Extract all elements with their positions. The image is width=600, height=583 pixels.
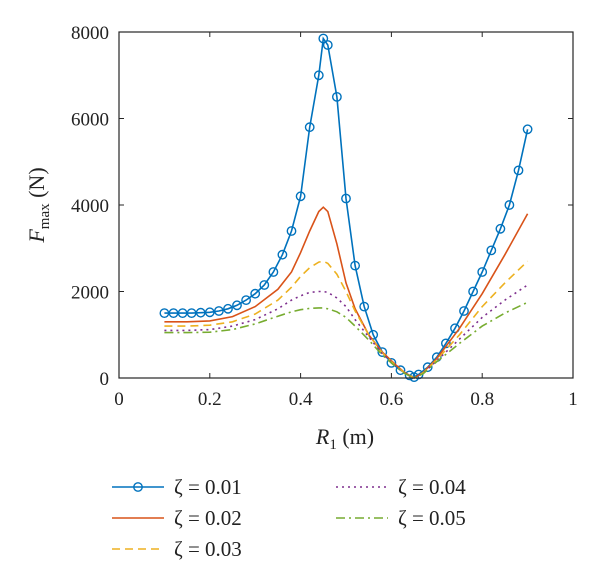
- data-point: [504, 200, 515, 210]
- y-axis-label-sub: max: [37, 203, 53, 229]
- data-point: [395, 365, 406, 376]
- x-axis-label-unit: (m): [337, 424, 374, 449]
- data-point: [168, 308, 179, 318]
- legend-label: ζ = 0.04: [398, 475, 466, 499]
- data-point: [195, 307, 206, 318]
- data-point: [204, 307, 215, 318]
- data-point: [377, 347, 388, 357]
- x-axis-label: R1 (m): [315, 424, 374, 453]
- legend-item-5: ζ = 0.05: [336, 506, 466, 530]
- data-point: [250, 288, 261, 299]
- data-point: [318, 33, 329, 44]
- y-axis-label-unit: (N): [24, 167, 49, 203]
- data-point: [186, 308, 197, 318]
- legend-item-2: ζ = 0.02: [112, 506, 242, 530]
- x-tick-label: 1: [568, 389, 578, 410]
- data-point: [359, 301, 370, 312]
- y-axis-label: Fmax (N): [24, 167, 53, 243]
- series-4: [164, 284, 529, 379]
- data-point: [459, 306, 469, 316]
- data-point: [522, 124, 533, 135]
- data-point: [341, 193, 351, 204]
- data-point: [268, 267, 279, 277]
- y-tick-label: 4000: [71, 196, 109, 217]
- y-tick-label: 6000: [71, 110, 109, 131]
- legend-marker: [133, 482, 143, 492]
- y-axis-label-var: F: [24, 229, 49, 244]
- data-point: [232, 300, 242, 311]
- legend: ζ = 0.01 ζ = 0.02 ζ = 0.03 ζ = 0.04 ζ = 0.05: [112, 475, 466, 561]
- legend-label: ζ = 0.01: [174, 475, 242, 499]
- data-point: [495, 223, 506, 234]
- plot-area: [159, 33, 533, 382]
- series-line-2: [164, 206, 529, 379]
- data-point: [322, 40, 333, 50]
- series-1: [159, 33, 533, 382]
- data-point: [477, 267, 488, 277]
- legend-label: ζ = 0.02: [174, 506, 242, 530]
- x-tick-label: 0.6: [380, 389, 404, 410]
- data-point: [313, 70, 324, 81]
- series-line-5: [164, 301, 528, 379]
- series-line-4: [164, 284, 529, 379]
- x-axis-label-var: R: [315, 424, 330, 449]
- y-tick-label: 2000: [71, 283, 109, 304]
- legend-label: ζ = 0.05: [398, 506, 466, 530]
- series-3: [164, 260, 529, 379]
- series-5: [164, 301, 528, 379]
- data-point: [350, 260, 360, 271]
- legend-item-1: ζ = 0.01: [112, 475, 242, 499]
- data-point: [513, 165, 524, 176]
- data-point: [277, 249, 288, 260]
- y-tick-label: 0: [100, 369, 110, 390]
- x-tick-label: 0.8: [470, 389, 494, 410]
- series-line-3: [164, 260, 529, 379]
- data-point: [386, 357, 397, 368]
- data-point: [159, 308, 170, 318]
- x-tick-label: 0.2: [198, 389, 222, 410]
- series-2: [164, 206, 529, 379]
- data-point: [304, 122, 315, 133]
- x-tick-label: 0.4: [289, 389, 313, 410]
- data-point: [295, 191, 306, 202]
- data-point: [213, 306, 224, 316]
- data-point: [259, 280, 270, 290]
- data-point: [486, 245, 497, 256]
- data-point: [241, 295, 252, 305]
- series-line-1: [164, 36, 529, 378]
- legend-item-3: ζ = 0.03: [112, 537, 242, 561]
- legend-label: ζ = 0.03: [174, 537, 242, 561]
- data-point: [468, 286, 478, 297]
- x-axis-label-sub: 1: [329, 437, 337, 453]
- data-point: [223, 303, 233, 314]
- x-tick-label: 0: [114, 389, 124, 410]
- y-tick-label: 8000: [71, 23, 109, 44]
- data-point: [331, 92, 342, 102]
- data-point: [286, 226, 297, 236]
- data-point: [422, 362, 433, 373]
- legend-item-4: ζ = 0.04: [336, 475, 466, 499]
- ticks: 0 0.2 0.4 0.6 0.8 1 0 2000 4000 6000 8000: [71, 23, 578, 410]
